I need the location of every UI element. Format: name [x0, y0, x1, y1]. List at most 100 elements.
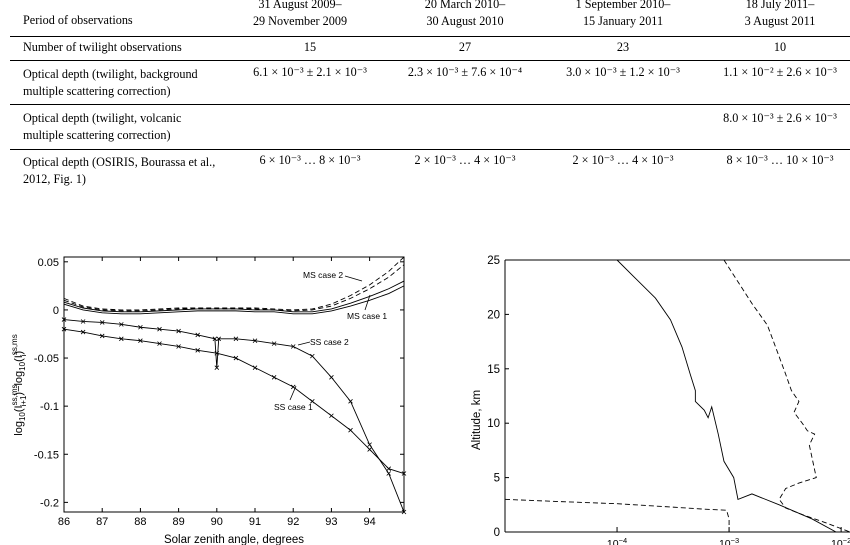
y-tick-label: 0: [494, 527, 500, 539]
right-chart-ticks: 0 5 10 15 20 25 10−4 10−3 10−2: [487, 255, 850, 545]
series-point: [367, 447, 372, 452]
series-point: [157, 341, 162, 346]
table-rule: [10, 36, 850, 37]
row-value: 1.1 × 10⁻² ± 2.6 × 10⁻³: [723, 65, 837, 79]
period-header-4: 18 July 2011– 3 August 2011: [705, 0, 850, 30]
row-value: 8.0 × 10⁻³ ± 2.6 × 10⁻³: [723, 111, 837, 125]
left-chart-series: [61, 256, 407, 515]
series-point: [348, 399, 353, 404]
y-axis-label: log10(Iss,msi+1)−log10(Iss,msi): [10, 334, 28, 435]
svg-text:SS case 2: SS case 2: [310, 337, 349, 347]
left-chart: 86 87 88 89 90 91 92 93 94 0.05 0 -0.05 -0.1 -0.15 -0.…: [10, 256, 407, 545]
row-label: Number of twilight observations: [23, 40, 182, 54]
row-value: 6.1 × 10⁻³ ± 2.1 × 10⁻³: [253, 65, 367, 79]
series-point: [310, 353, 315, 359]
period-header-3: 1 September 2010– 15 January 2011: [548, 0, 698, 30]
right-chart-series: [504, 259, 850, 533]
row-value: 10: [773, 40, 787, 54]
row-value: 23: [616, 40, 630, 54]
row-value: 15: [303, 40, 317, 54]
period-start: 20 March 2010–: [424, 0, 506, 11]
series-point: [401, 471, 407, 476]
series-point: [271, 341, 277, 346]
series-point: [99, 320, 105, 325]
row-value: 2 × 10⁻³ … 4 × 10⁻³: [414, 153, 516, 167]
period-end: 15 January 2011: [582, 14, 664, 28]
series-point: [252, 338, 258, 343]
x-tick-label: 92: [287, 516, 299, 528]
table-rule: [10, 60, 850, 61]
y-tick-label: 10: [487, 418, 500, 430]
row-value: 3.0 × 10⁻³ ± 1.2 × 10⁻³: [566, 65, 680, 79]
table-rule: [10, 149, 850, 150]
x-tick-label: 94: [363, 516, 375, 528]
series-line-5: [63, 319, 405, 513]
annotation-ms-case-1: MS case 1: [347, 294, 387, 321]
series-point: [348, 427, 353, 433]
series-point: [271, 375, 277, 380]
svg-text:MS case 2: MS case 2: [303, 270, 343, 280]
series-point: [80, 319, 86, 324]
annotation-ss-case-1: SS case 1: [274, 385, 313, 412]
x-tick-label: 88: [134, 516, 146, 528]
row-value: 6 × 10⁻³ … 8 × 10⁻³: [259, 153, 361, 167]
series-point: [138, 338, 143, 343]
series-point: [195, 332, 200, 338]
svg-text:SS case 1: SS case 1: [274, 402, 313, 412]
series-line-2: [63, 264, 405, 312]
y-tick-label: 25: [487, 255, 500, 267]
series-line-3: [63, 280, 405, 313]
period-header-2: 20 March 2010– 30 August 2010: [390, 0, 540, 30]
x-tick-label: 87: [96, 516, 108, 528]
series-point: [80, 329, 86, 335]
y-tick-label: 20: [487, 309, 500, 321]
annotation-ss-case-2: SS case 2: [297, 337, 349, 347]
series-point: [176, 328, 181, 334]
y-tick-label: -0.15: [34, 449, 59, 461]
row-value: 8 × 10⁻³ … 10 × 10⁻³: [726, 153, 834, 167]
period-start: 1 September 2010–: [575, 0, 671, 11]
x-tick-label: 10−2: [831, 536, 850, 545]
series-point: [61, 317, 67, 322]
series-line-1: [63, 256, 405, 311]
y-tick-label: 0.05: [38, 257, 59, 269]
y-tick-label: -0.05: [34, 353, 59, 365]
period-start: 18 July 2011–: [745, 0, 815, 11]
x-tick-label: 93: [325, 516, 337, 528]
period-header-1: 31 August 2009– 29 November 2009: [225, 0, 375, 30]
y-tick-label: -0.1: [40, 401, 59, 413]
series-point: [212, 336, 218, 342]
row-label: Optical depth (twilight, background mult…: [23, 67, 198, 98]
series-point: [386, 471, 392, 476]
profile-line-2: [723, 259, 850, 533]
table-rule: [10, 104, 850, 105]
series-point: [99, 333, 105, 339]
y-tick-label: 0: [53, 305, 59, 317]
series-point: [310, 399, 315, 404]
svg-text:MS case 1: MS case 1: [347, 311, 387, 321]
x-tick-label: 86: [58, 516, 70, 528]
series-point: [216, 336, 222, 342]
row-label: Optical depth (OSIRIS, Bourassa et al., …: [23, 155, 216, 186]
series-point: [252, 365, 258, 370]
row-value: 2.3 × 10⁻³ ± 7.6 × 10⁻⁴: [407, 65, 523, 79]
x-tick-label: 89: [172, 516, 184, 528]
row-value: 2 × 10⁻³ … 4 × 10⁻³: [572, 153, 674, 167]
period-end: 3 August 2011: [744, 14, 816, 28]
row-value: 27: [458, 40, 472, 54]
x-axis-label: Solar zenith angle, degrees: [164, 534, 304, 545]
series-point: [214, 350, 220, 356]
y-tick-label: -0.2: [40, 497, 59, 509]
series-point: [290, 384, 296, 390]
series-line-4: [63, 285, 405, 315]
period-end: 30 August 2010: [426, 14, 504, 28]
series-point: [233, 336, 239, 342]
series-point: [157, 326, 162, 332]
series-point: [329, 375, 334, 380]
profile-line-1: [616, 259, 837, 533]
left-chart-ticks: 86 87 88 89 90 91 92 93 94 0.05 0 -0.05 -0.1 -0.15 -0.…: [34, 257, 404, 528]
series-point: [195, 348, 200, 353]
y-tick-label: 15: [487, 364, 500, 376]
series-point: [386, 466, 392, 471]
y-tick-label: 5: [494, 473, 500, 485]
